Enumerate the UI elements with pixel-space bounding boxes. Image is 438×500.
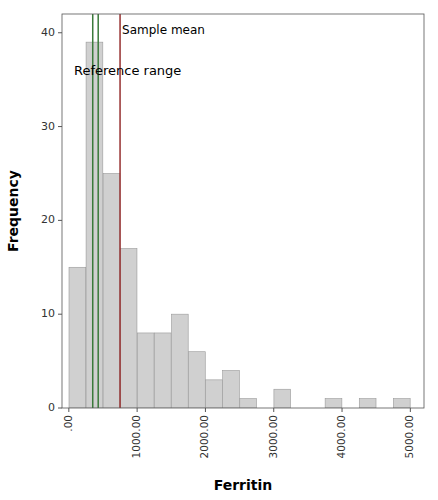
tick-label: 3000.00 (267, 415, 279, 458)
tick-mark (58, 220, 62, 221)
histogram-bar (171, 314, 188, 408)
plot-area (69, 14, 410, 408)
tick-label: .00 (62, 415, 74, 432)
tick-label: 1000.00 (130, 415, 142, 458)
histogram-bar (137, 333, 154, 408)
annotation: Sample mean (122, 23, 205, 37)
histogram-bar (69, 267, 86, 408)
tick-mark (410, 408, 411, 412)
histogram-bar (189, 352, 206, 408)
tick-mark (273, 408, 274, 412)
tick-label: 30 (41, 120, 55, 133)
tick-label: 0 (48, 401, 55, 414)
y-axis-label: Frequency (5, 170, 21, 252)
x-axis-label: Ferritin (214, 477, 273, 493)
tick-mark (68, 408, 69, 412)
tick-mark (205, 408, 206, 412)
plot-background (62, 14, 424, 408)
tick-label: 4000.00 (335, 415, 347, 458)
tick-mark (58, 314, 62, 315)
annotation: Reference range (74, 63, 181, 78)
tick-label: 10 (41, 307, 55, 320)
tick-mark (58, 408, 62, 409)
tick-label: 2000.00 (198, 415, 210, 458)
histogram-bar (240, 399, 257, 408)
tick-label: 40 (41, 26, 55, 39)
histogram-bar (103, 173, 120, 408)
histogram-bar (86, 42, 103, 408)
histogram-bar (206, 380, 223, 408)
plot-frame (62, 14, 424, 408)
tick-mark (342, 408, 343, 412)
tick-mark (137, 408, 138, 412)
histogram-bar (120, 249, 137, 408)
tick-label: 20 (41, 213, 55, 226)
histogram-bar (274, 389, 291, 408)
histogram-bar (359, 399, 376, 408)
tick-mark (58, 126, 62, 127)
chart: 0 10 20 30 40 .00 1000.00 2000.00 3000.00 4000.00… (0, 0, 438, 500)
histogram-bar (154, 333, 171, 408)
tick-label: 5000.00 (403, 415, 415, 458)
histogram-bar (393, 399, 410, 408)
tick-mark (58, 32, 62, 33)
histogram-bar (325, 399, 342, 408)
histogram-bar (223, 370, 240, 408)
